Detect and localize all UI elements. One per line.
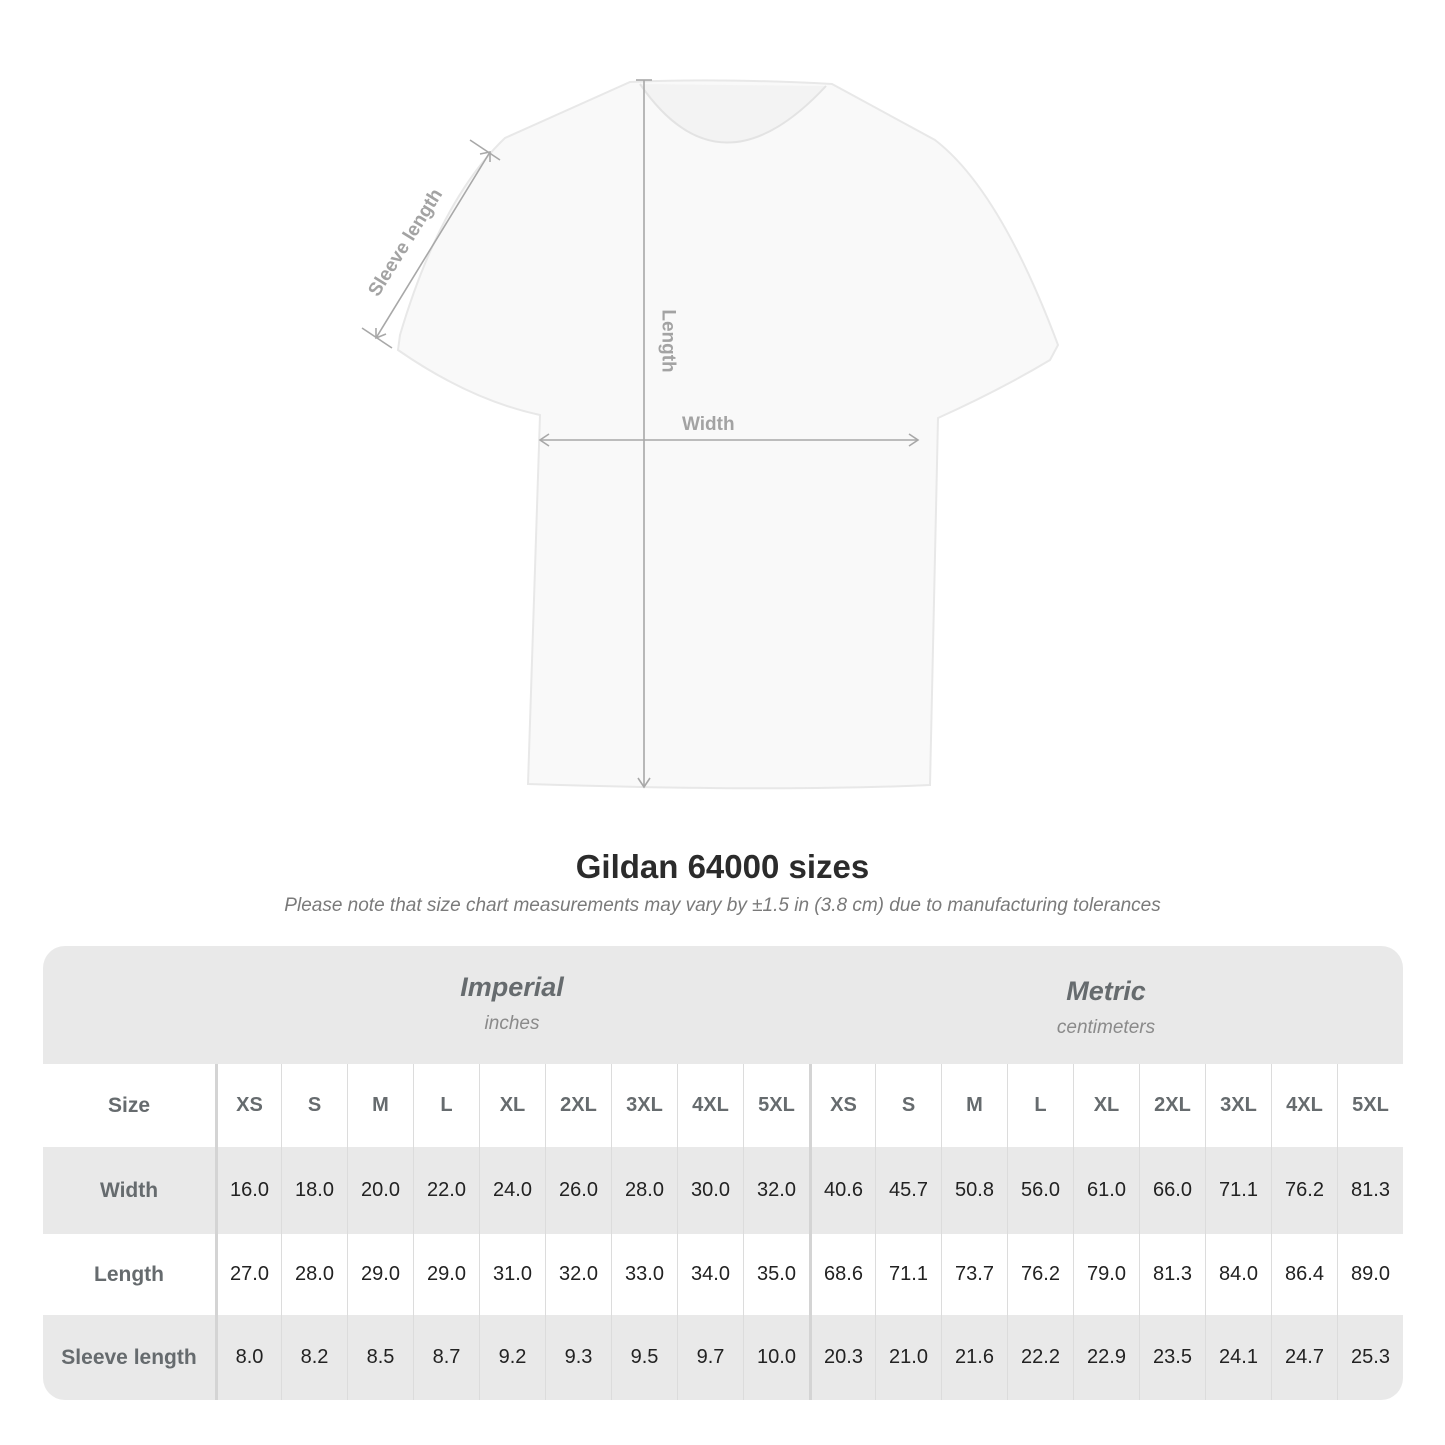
tolerance-note: Please note that size chart measurements… (284, 895, 1161, 916)
size-header-cell: 5XL (743, 1064, 809, 1147)
table-cell: 89.0 (1337, 1234, 1403, 1315)
table-cell: 22.2 (1007, 1315, 1073, 1400)
metric-unit: centimeters (1056, 1017, 1156, 1038)
table-cell: 16.0 (215, 1147, 281, 1234)
table-cell: 9.7 (677, 1315, 743, 1400)
tshirt-diagram (361, 79, 1060, 790)
table-cell: 66.0 (1139, 1147, 1205, 1234)
sleeve-measure-line (375, 151, 491, 339)
table-cell: 24.1 (1205, 1315, 1271, 1400)
size-header-cell: M (941, 1064, 1007, 1147)
table-cell: 28.0 (611, 1147, 677, 1234)
table-cell: 79.0 (1073, 1234, 1139, 1315)
table-cell: 56.0 (1007, 1147, 1073, 1234)
table-cell: 61.0 (1073, 1147, 1139, 1234)
size-table: Imperial inches Metric centimeters Size X… (43, 946, 1403, 1400)
size-header-cell: 4XL (1271, 1064, 1337, 1147)
size-header-cell: 4XL (677, 1064, 743, 1147)
table-cell: 76.2 (1007, 1234, 1073, 1315)
table-cell: 24.7 (1271, 1315, 1337, 1400)
table-cell: 8.7 (413, 1315, 479, 1400)
row-label: Length (94, 1262, 164, 1286)
table-cell: 22.0 (413, 1147, 479, 1234)
length-label: Length (657, 309, 679, 373)
table-cell: 35.0 (743, 1234, 809, 1315)
table-cell: 68.6 (809, 1234, 875, 1315)
imperial-unit: inches (484, 1013, 540, 1034)
size-header-cell: L (1007, 1064, 1073, 1147)
size-header-cell: 5XL (1337, 1064, 1403, 1147)
row-label: Width (99, 1178, 159, 1202)
table-cell: 84.0 (1205, 1234, 1271, 1315)
row-label: Size (107, 1093, 151, 1117)
table-row-width: Width 16.0 18.0 20.0 22.0 24.0 26.0 28.0 30.0 32.… (43, 1147, 1403, 1234)
table-cell: 29.0 (347, 1234, 413, 1315)
table-cell: 9.3 (545, 1315, 611, 1400)
table-cell: 25.3 (1337, 1315, 1403, 1400)
size-header-cell: XL (1073, 1064, 1139, 1147)
table-cell: 31.0 (479, 1234, 545, 1315)
table-cell: 76.2 (1271, 1147, 1337, 1234)
table-row-length: Length 27.0 28.0 29.0 29.0 31.0 32.0 33.0 34.0 35… (43, 1234, 1403, 1315)
metric-header: Metric centimeters (809, 976, 1403, 1039)
table-cell: 8.5 (347, 1315, 413, 1400)
table-cell: 9.5 (611, 1315, 677, 1400)
table-cell: 32.0 (743, 1147, 809, 1234)
table-cell: 71.1 (1205, 1147, 1271, 1234)
imperial-header: Imperial inches (215, 972, 809, 1035)
size-header-cell: XL (479, 1064, 545, 1147)
table-cell: 81.3 (1337, 1147, 1403, 1234)
metric-title: Metric (1066, 976, 1146, 1006)
table-cell: 30.0 (677, 1147, 743, 1234)
table-cell: 8.0 (215, 1315, 281, 1400)
table-cell: 9.2 (479, 1315, 545, 1400)
table-cell: 29.0 (413, 1234, 479, 1315)
table-cell: 21.6 (941, 1315, 1007, 1400)
size-header-cell: S (281, 1064, 347, 1147)
size-header-cell: 3XL (611, 1064, 677, 1147)
size-header-cell: 3XL (1205, 1064, 1271, 1147)
table-cell: 24.0 (479, 1147, 545, 1234)
width-label: Width (682, 414, 735, 435)
table-cell: 34.0 (677, 1234, 743, 1315)
tshirt-image (396, 79, 1060, 790)
table-cell: 26.0 (545, 1147, 611, 1234)
size-header-cell: M (347, 1064, 413, 1147)
table-cell: 10.0 (743, 1315, 809, 1400)
table-cell: 28.0 (281, 1234, 347, 1315)
table-cell: 86.4 (1271, 1234, 1337, 1315)
size-header-cell: 2XL (545, 1064, 611, 1147)
table-cell: 73.7 (941, 1234, 1007, 1315)
size-header-cell: 2XL (1139, 1064, 1205, 1147)
table-cell: 45.7 (875, 1147, 941, 1234)
table-cell: 22.9 (1073, 1315, 1139, 1400)
table-cell: 23.5 (1139, 1315, 1205, 1400)
chart-title: Gildan 64000 sizes (575, 848, 870, 885)
imperial-title: Imperial (460, 972, 564, 1002)
row-label: Sleeve length (61, 1345, 197, 1369)
size-header-cell: L (413, 1064, 479, 1147)
table-cell: 8.2 (281, 1315, 347, 1400)
size-header-cell: XS (215, 1064, 281, 1147)
table-cell: 18.0 (281, 1147, 347, 1234)
size-header-cell: S (875, 1064, 941, 1147)
table-cell: 50.8 (941, 1147, 1007, 1234)
table-cell: 32.0 (545, 1234, 611, 1315)
table-cell: 20.0 (347, 1147, 413, 1234)
table-cell: 81.3 (1139, 1234, 1205, 1315)
table-row-sleeve-length: Sleeve length 8.0 8.2 8.5 8.7 9.2 9.3 9.5 9.7 10.… (43, 1315, 1403, 1400)
table-cell: 33.0 (611, 1234, 677, 1315)
size-header-cell: XS (809, 1064, 875, 1147)
table-cell: 40.6 (809, 1147, 875, 1234)
table-cell: 71.1 (875, 1234, 941, 1315)
table-cell: 20.3 (809, 1315, 875, 1400)
size-header-row: Size XS S M L XL 2XL 3XL 4XL 5XL XS S M L XL 2XL 3XL 4XL 5… (43, 1064, 1403, 1147)
table-cell: 27.0 (215, 1234, 281, 1315)
table-cell: 21.0 (875, 1315, 941, 1400)
